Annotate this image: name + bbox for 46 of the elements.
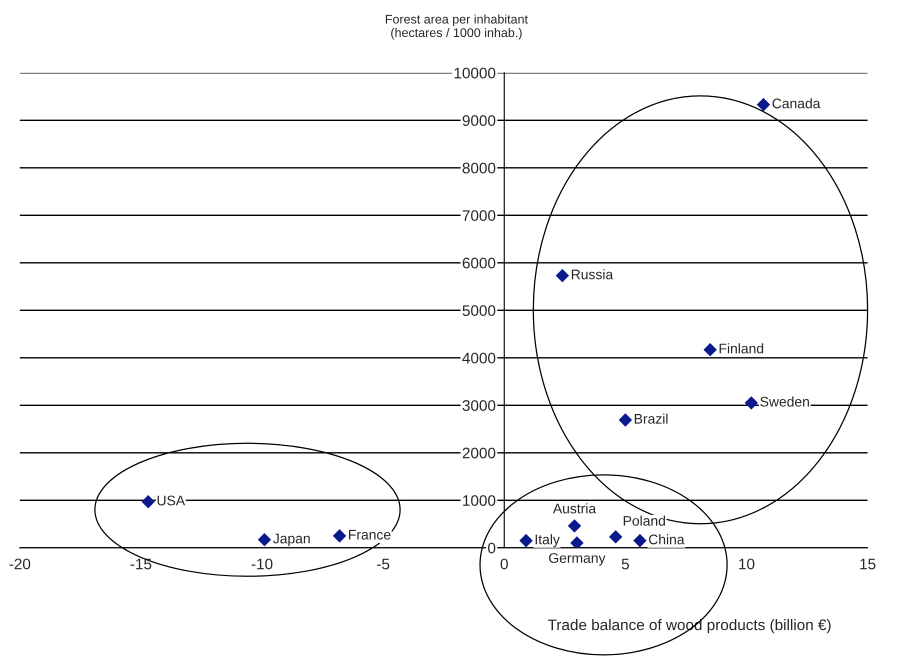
y-tick-label: 5000 — [462, 305, 496, 316]
x-tick-label: -20 — [9, 558, 30, 570]
y-tick-label: 9000 — [462, 115, 496, 126]
point — [744, 396, 758, 410]
y-axis-title: Forest area per inhabitant (hectares / 1000 inhab.) — [386, 14, 528, 40]
annotation: Austria — [552, 503, 596, 514]
annotation: Finland — [720, 343, 764, 354]
annotation: France — [349, 530, 390, 540]
x-tick-label: 15 — [860, 558, 876, 570]
annotation: Poland — [624, 516, 665, 526]
point — [570, 536, 584, 548]
y-tick-label: 4000 — [462, 352, 496, 364]
point — [332, 529, 346, 542]
annotation: Japan — [273, 534, 310, 546]
x-tick-label: -5 — [377, 558, 390, 570]
point — [618, 413, 632, 427]
x-tick-label: -15 — [130, 558, 152, 570]
y-tick-label: 10000 — [454, 68, 496, 78]
point — [609, 530, 622, 544]
x-tick-label: 10 — [739, 558, 754, 570]
point — [556, 269, 569, 282]
point — [519, 534, 533, 548]
annotation: China — [648, 534, 685, 544]
point — [258, 533, 272, 546]
annotation: Germany — [549, 553, 606, 566]
annotation: Canada — [772, 98, 820, 108]
point — [142, 495, 155, 508]
x-tick-label: -10 — [252, 558, 272, 570]
y-tick-label: 1000 — [463, 495, 496, 506]
point — [704, 343, 717, 356]
annotation: Brazil — [634, 414, 668, 424]
annotation: Russia — [572, 269, 614, 280]
annotation: Sweden — [760, 396, 809, 407]
x-tick-label: 5 — [622, 558, 629, 570]
point — [633, 534, 646, 548]
point — [756, 98, 770, 112]
x-tick-label: 0 — [500, 558, 508, 570]
y-tick-label: 7000 — [462, 210, 496, 221]
y-tick-label: 2000 — [462, 448, 496, 458]
y-tick-label: 3000 — [462, 400, 496, 411]
point — [568, 519, 582, 532]
annotation: USA — [158, 496, 186, 506]
y-tick-label: 6000 — [462, 258, 496, 268]
y-tick-label: 8000 — [462, 162, 496, 174]
y-tick-label: 0 — [488, 542, 496, 554]
annotation: Italy — [536, 534, 560, 548]
